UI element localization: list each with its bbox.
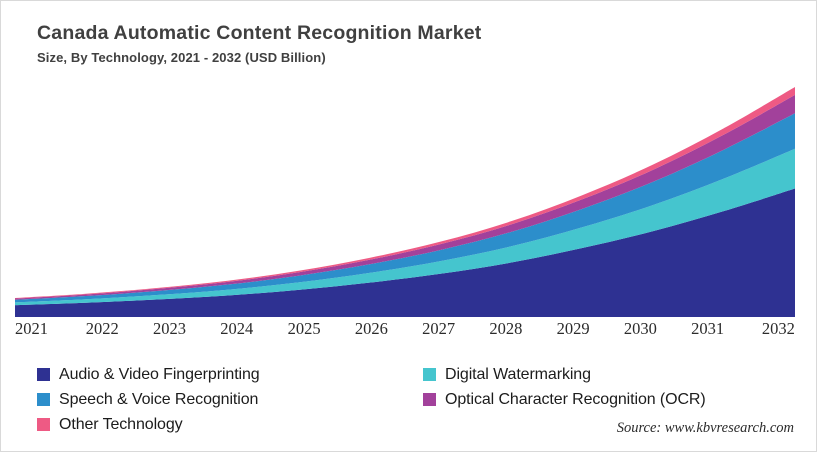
x-axis-tick-2030: 2030	[623, 319, 657, 338]
legend-swatch-digital-watermarking	[423, 368, 436, 381]
chart-header: Canada Automatic Content Recognition Mar…	[37, 22, 482, 66]
legend-item-optical-character-recognition-ocr[interactable]: Optical Character Recognition (OCR)	[423, 387, 706, 412]
x-axis-tick-2021: 2021	[15, 319, 48, 338]
area-layers	[15, 87, 795, 314]
chart-legend: Audio & Video Fingerprinting Speech & Voi…	[37, 362, 789, 438]
x-axis-tick-2028: 2028	[489, 319, 523, 338]
chart-subtitle: Size, By Technology, 2021 - 2032 (USD Bi…	[37, 50, 326, 66]
x-axis-tick-2024: 2024	[220, 319, 254, 338]
legend-item-audio-video-fingerprinting[interactable]: Audio & Video Fingerprinting	[37, 362, 260, 387]
x-axis-tick-labels: 2021 2022 2023 2024 2025 2026 2027 2028 2029 2030…	[15, 319, 795, 345]
area-series-speech-voice-recognition	[15, 113, 795, 303]
source-note: Source: www.kbvresearch.com	[616, 420, 794, 436]
legend-column-left: Audio & Video Fingerprinting Speech & Voi…	[37, 362, 260, 437]
legend-label: Digital Watermarking	[445, 365, 591, 383]
x-axis-tick-2031: 2031	[691, 319, 725, 338]
x-axis-tick-2032: 2032	[761, 319, 795, 338]
area-series-audio-video-fingerprinting	[15, 188, 795, 314]
legend-label: Other Technology	[59, 415, 183, 433]
legend-item-other-technology[interactable]: Other Technology	[37, 412, 260, 437]
x-axis-tick-2027: 2027	[422, 319, 456, 338]
legend-swatch-optical-character-recognition	[423, 393, 436, 406]
legend-swatch-speech-voice-recognition	[37, 393, 50, 406]
page-title: Canada Automatic Content Recognition Mar…	[37, 22, 482, 44]
stacked-area-plot	[15, 81, 795, 317]
legend-item-digital-watermarking[interactable]: Digital Watermarking	[423, 362, 706, 387]
x-axis-tick-2023: 2023	[153, 319, 187, 338]
x-axis-tick-2025: 2025	[287, 319, 321, 338]
stacked-area-svg	[15, 87, 795, 317]
area-series-digital-watermarking	[15, 148, 795, 306]
legend-swatch-other-technology	[37, 418, 50, 431]
x-axis-tick-2022: 2022	[85, 319, 119, 338]
legend-label: Speech & Voice Recognition	[59, 390, 259, 408]
legend-label: Optical Character Recognition (OCR)	[445, 390, 706, 408]
legend-column-right: Digital Watermarking Optical Character Re…	[423, 362, 706, 412]
x-axis-tick-2029: 2029	[556, 319, 590, 338]
legend-label: Audio & Video Fingerprinting	[59, 365, 260, 383]
legend-swatch-audio-video-fingerprinting	[37, 368, 50, 381]
legend-item-speech-voice-recognition[interactable]: Speech & Voice Recognition	[37, 387, 260, 412]
x-axis-tick-2026: 2026	[354, 319, 388, 338]
